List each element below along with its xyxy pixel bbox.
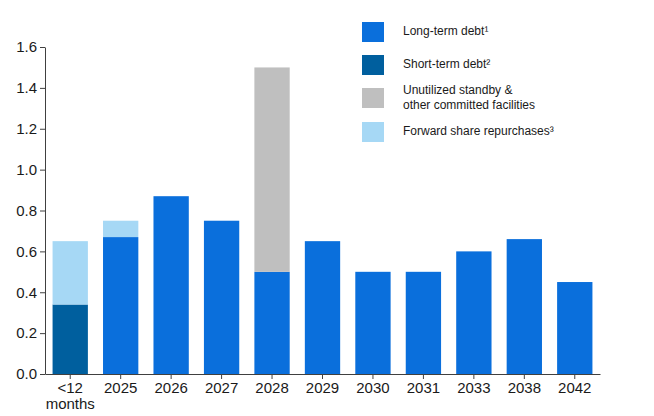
- legend-swatch: [362, 122, 384, 142]
- chart: 0.0 0.2 0.4 0.6 0.8 1.0 1.2 1.4 1.6 <12months 2025…: [0, 0, 654, 416]
- bar: [406, 272, 441, 374]
- x-tick: 2025: [104, 374, 137, 396]
- y-tick-mark: [40, 374, 45, 375]
- x-tick-label: <12months: [46, 379, 95, 413]
- legend-swatch: [362, 55, 384, 75]
- bar: [153, 196, 188, 374]
- legend-swatch: [362, 22, 384, 42]
- x-tick-label: 2031: [407, 379, 440, 396]
- x-tick: 2030: [356, 374, 389, 396]
- y-tick-label: 0.4: [16, 284, 37, 301]
- x-tick-label: 2030: [356, 379, 389, 396]
- x-tick-label: 2028: [255, 379, 288, 396]
- x-tick-label: 2042: [558, 379, 591, 396]
- legend-item: Long-term debt¹: [362, 22, 488, 42]
- legend-swatch: [362, 88, 384, 108]
- bars: [53, 67, 593, 374]
- x-tick: 2028: [255, 374, 288, 396]
- legend-item: Unutilized standby &other committed faci…: [362, 83, 535, 112]
- y-tick: 0.8: [16, 202, 45, 219]
- y-tick-label: 1.2: [16, 120, 37, 137]
- y-tick: 0.6: [16, 243, 45, 260]
- bar: [53, 305, 88, 374]
- y-tick: 0.0: [16, 365, 45, 382]
- bar: [53, 241, 88, 304]
- bar: [103, 221, 138, 237]
- y-tick-mark: [40, 88, 45, 89]
- x-tick-label: 2027: [205, 379, 238, 396]
- x-tick-label: 2033: [457, 379, 490, 396]
- y-tick: 1.0: [16, 161, 45, 178]
- legend: Long-term debt¹ Short-term debt² Unutilize…: [362, 22, 554, 142]
- y-axis: 0.0 0.2 0.4 0.6 0.8 1.0 1.2 1.4 1.6: [16, 38, 45, 382]
- x-tick: 2033: [457, 374, 490, 396]
- y-tick: 1.6: [16, 38, 45, 55]
- x-tick-label: 2038: [508, 379, 541, 396]
- x-tick: 2031: [407, 374, 440, 396]
- bar: [557, 282, 592, 374]
- y-tick-label: 0.6: [16, 243, 37, 260]
- legend-label: Forward share repurchases³: [403, 124, 554, 138]
- y-tick-label: 0.2: [16, 324, 37, 341]
- y-tick: 1.4: [16, 79, 45, 96]
- y-tick-mark: [40, 170, 45, 171]
- x-tick: 2027: [205, 374, 238, 396]
- bar: [507, 239, 542, 374]
- bar: [456, 251, 491, 374]
- bar: [204, 221, 239, 374]
- bar: [254, 67, 289, 271]
- y-tick-mark: [40, 211, 45, 212]
- x-tick: 2026: [154, 374, 187, 396]
- y-tick: 0.2: [16, 324, 45, 341]
- x-tick: <12months: [46, 374, 95, 412]
- bar: [305, 241, 340, 374]
- legend-label: Long-term debt¹: [403, 24, 488, 38]
- legend-item: Short-term debt²: [362, 55, 490, 75]
- x-tick-label: 2026: [154, 379, 187, 396]
- legend-label: Unutilized standby &other committed faci…: [403, 83, 535, 112]
- legend-item: Forward share repurchases³: [362, 122, 554, 142]
- y-tick-mark: [40, 251, 45, 252]
- bar: [254, 272, 289, 374]
- x-tick: 2042: [558, 374, 591, 396]
- bar: [355, 272, 390, 374]
- y-tick-label: 1.0: [16, 161, 37, 178]
- y-tick-mark: [40, 47, 45, 48]
- y-tick-label: 1.4: [16, 79, 37, 96]
- y-tick: 0.4: [16, 284, 45, 301]
- x-axis: <12months 2025 2026 2027 2028 2029 2030 2031 203…: [46, 374, 601, 412]
- y-axis-line: [45, 48, 46, 375]
- y-tick-label: 1.6: [16, 38, 37, 55]
- y-tick-label: 0.8: [16, 202, 37, 219]
- x-tick: 2038: [508, 374, 541, 396]
- legend-label: Short-term debt²: [403, 57, 490, 71]
- x-tick-label: 2025: [104, 379, 137, 396]
- x-tick: 2029: [306, 374, 339, 396]
- y-tick: 1.2: [16, 120, 45, 137]
- y-tick-mark: [40, 292, 45, 293]
- y-tick-label: 0.0: [16, 365, 37, 382]
- bar: [103, 237, 138, 374]
- y-tick-mark: [40, 129, 45, 130]
- x-tick-label: 2029: [306, 379, 339, 396]
- y-tick-mark: [40, 333, 45, 334]
